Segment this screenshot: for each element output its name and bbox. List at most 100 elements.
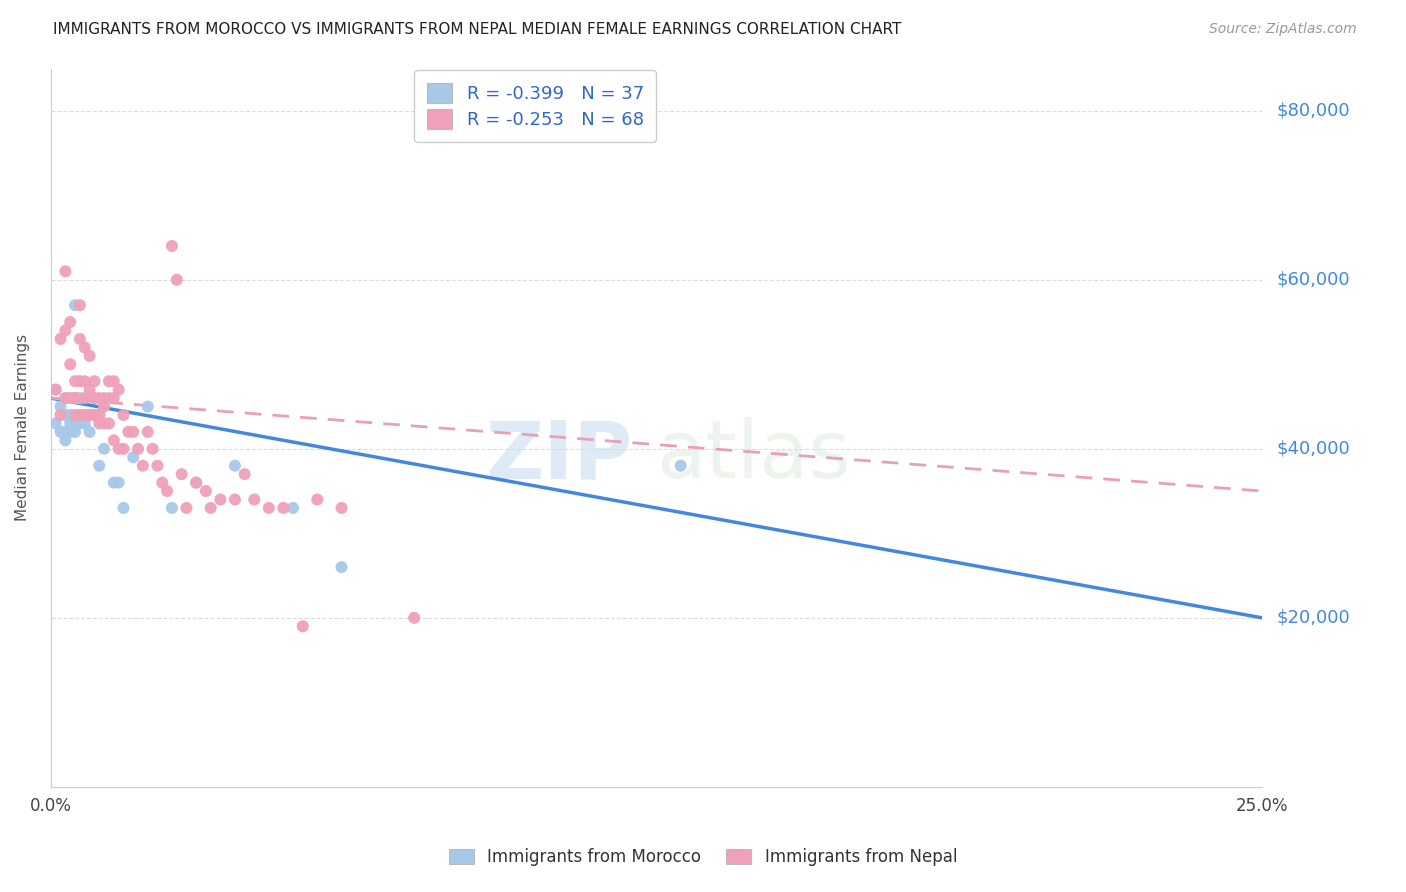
Legend: Immigrants from Morocco, Immigrants from Nepal: Immigrants from Morocco, Immigrants from… bbox=[440, 840, 966, 875]
Point bbox=[132, 458, 155, 473]
Point bbox=[69, 332, 91, 346]
Point bbox=[136, 400, 159, 414]
Point bbox=[112, 442, 135, 456]
Point bbox=[49, 408, 72, 422]
Point bbox=[73, 374, 96, 388]
Point bbox=[79, 408, 101, 422]
Point bbox=[63, 391, 86, 405]
Point bbox=[98, 417, 121, 431]
Point bbox=[63, 391, 86, 405]
Point bbox=[83, 391, 105, 405]
Point bbox=[83, 408, 105, 422]
Point bbox=[257, 500, 280, 515]
Point bbox=[103, 374, 125, 388]
Point bbox=[224, 492, 246, 507]
Point bbox=[79, 349, 101, 363]
Point bbox=[79, 425, 101, 439]
Point bbox=[49, 332, 72, 346]
Point bbox=[669, 458, 692, 473]
Point bbox=[69, 298, 91, 312]
Point bbox=[89, 391, 111, 405]
Point bbox=[73, 391, 96, 405]
Point bbox=[69, 374, 91, 388]
Point bbox=[63, 425, 86, 439]
Point bbox=[45, 417, 67, 431]
Point bbox=[122, 450, 145, 465]
Point bbox=[107, 475, 129, 490]
Point bbox=[89, 408, 111, 422]
Point bbox=[53, 391, 76, 405]
Point bbox=[233, 467, 256, 482]
Point bbox=[53, 391, 76, 405]
Point bbox=[107, 383, 129, 397]
Point bbox=[160, 239, 183, 253]
Point bbox=[112, 408, 135, 422]
Point bbox=[89, 408, 111, 422]
Point bbox=[89, 417, 111, 431]
Point bbox=[59, 391, 82, 405]
Point bbox=[45, 383, 67, 397]
Point bbox=[330, 560, 353, 574]
Point bbox=[69, 391, 91, 405]
Point bbox=[273, 500, 295, 515]
Point bbox=[79, 383, 101, 397]
Point bbox=[59, 357, 82, 371]
Point bbox=[59, 425, 82, 439]
Text: $20,000: $20,000 bbox=[1277, 609, 1350, 627]
Point bbox=[142, 442, 165, 456]
Point bbox=[73, 417, 96, 431]
Point bbox=[93, 391, 115, 405]
Point bbox=[98, 374, 121, 388]
Text: $60,000: $60,000 bbox=[1277, 271, 1350, 289]
Text: Source: ZipAtlas.com: Source: ZipAtlas.com bbox=[1209, 22, 1357, 37]
Point bbox=[107, 442, 129, 456]
Point bbox=[63, 374, 86, 388]
Point bbox=[63, 417, 86, 431]
Point bbox=[186, 475, 208, 490]
Point bbox=[136, 425, 159, 439]
Point bbox=[73, 340, 96, 354]
Point bbox=[59, 417, 82, 431]
Point bbox=[146, 458, 169, 473]
Point bbox=[281, 500, 304, 515]
Point bbox=[45, 383, 67, 397]
Point bbox=[53, 264, 76, 278]
Text: IMMIGRANTS FROM MOROCCO VS IMMIGRANTS FROM NEPAL MEDIAN FEMALE EARNINGS CORRELAT: IMMIGRANTS FROM MOROCCO VS IMMIGRANTS FR… bbox=[53, 22, 901, 37]
Point bbox=[224, 458, 246, 473]
Point bbox=[112, 500, 135, 515]
Point bbox=[59, 315, 82, 329]
Point bbox=[83, 408, 105, 422]
Point bbox=[243, 492, 266, 507]
Point bbox=[200, 500, 222, 515]
Point bbox=[122, 425, 145, 439]
Y-axis label: Median Female Earnings: Median Female Earnings bbox=[15, 334, 30, 521]
Point bbox=[330, 500, 353, 515]
Point bbox=[59, 408, 82, 422]
Point bbox=[93, 417, 115, 431]
Point bbox=[103, 391, 125, 405]
Point bbox=[63, 298, 86, 312]
Point bbox=[150, 475, 173, 490]
Point bbox=[49, 425, 72, 439]
Point bbox=[194, 484, 217, 499]
Point bbox=[209, 492, 232, 507]
Point bbox=[117, 425, 139, 439]
Point bbox=[103, 475, 125, 490]
Text: ZIP: ZIP bbox=[485, 417, 633, 495]
Point bbox=[69, 408, 91, 422]
Point bbox=[53, 434, 76, 448]
Point bbox=[160, 500, 183, 515]
Point bbox=[89, 458, 111, 473]
Point bbox=[103, 434, 125, 448]
Point bbox=[176, 500, 198, 515]
Point bbox=[98, 391, 121, 405]
Point bbox=[93, 442, 115, 456]
Point bbox=[53, 408, 76, 422]
Point bbox=[63, 391, 86, 405]
Legend: R = -0.399   N = 37, R = -0.253   N = 68: R = -0.399 N = 37, R = -0.253 N = 68 bbox=[415, 70, 657, 142]
Point bbox=[186, 475, 208, 490]
Text: $40,000: $40,000 bbox=[1277, 440, 1350, 458]
Text: atlas: atlas bbox=[657, 417, 851, 495]
Point bbox=[73, 408, 96, 422]
Point bbox=[53, 425, 76, 439]
